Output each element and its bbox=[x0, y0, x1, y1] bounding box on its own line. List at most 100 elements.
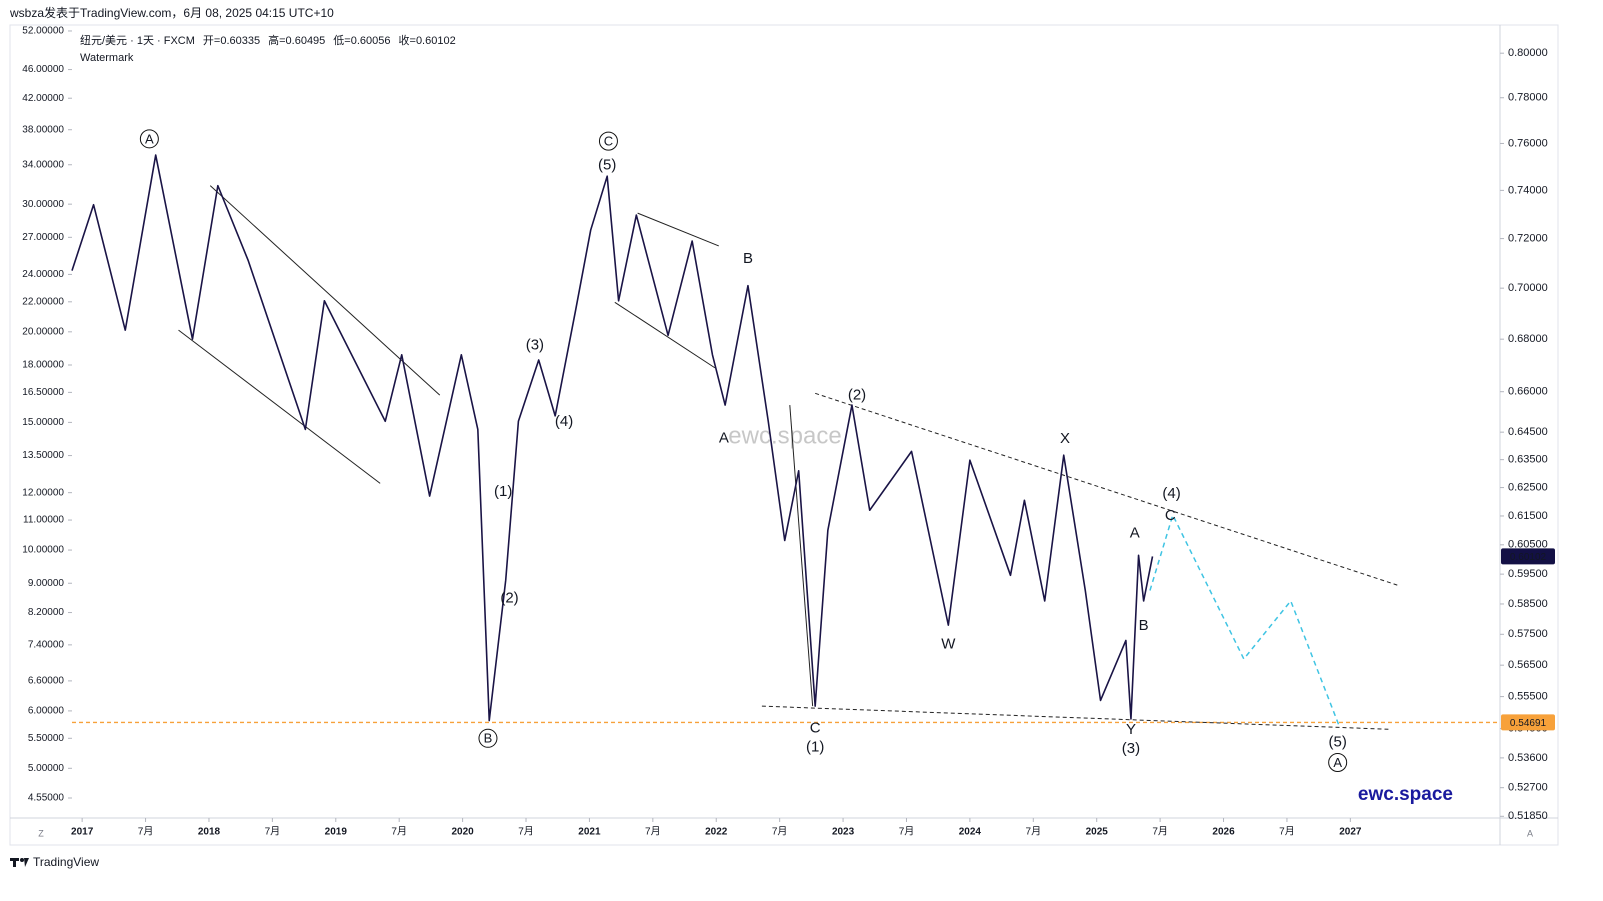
x-tick-label: 2026 bbox=[1212, 827, 1235, 838]
y-tick-label: 0.53600 bbox=[1508, 752, 1548, 764]
wave-label: (5) bbox=[1328, 734, 1346, 751]
trendline bbox=[178, 329, 381, 484]
legend: 纽元/美元 · 1天 · FXCM 开= 0.60335 高= 0.60495 低= 0.6… bbox=[80, 33, 456, 47]
x-tick-label: 2025 bbox=[1086, 827, 1109, 838]
wave-label: (1) bbox=[806, 738, 824, 755]
y2-tick-label: 18.00000 bbox=[22, 360, 64, 371]
wave-label: (1) bbox=[494, 483, 512, 500]
brand: ewc.space bbox=[1358, 784, 1453, 805]
wave-label: B bbox=[484, 731, 493, 746]
legend-ohlc-label: 低= bbox=[333, 34, 350, 47]
y-tick-label: 0.76000 bbox=[1508, 137, 1548, 149]
wave-label: Y bbox=[1126, 721, 1136, 738]
last-price-box bbox=[1501, 548, 1555, 565]
x-tick-label: 2019 bbox=[325, 827, 348, 838]
y-tick-label: 0.57500 bbox=[1508, 628, 1548, 640]
footer-logo bbox=[10, 858, 29, 867]
y2-tick-label: 24.00000 bbox=[22, 269, 64, 280]
wave-label: (4) bbox=[555, 413, 573, 430]
wave-label: W bbox=[941, 635, 956, 652]
wave-label: A bbox=[719, 430, 729, 447]
y2-tick-label: 7.40000 bbox=[28, 640, 65, 651]
trendline bbox=[614, 301, 716, 369]
y2-tick-label: 38.00000 bbox=[22, 124, 64, 135]
axis-button[interactable]: Z bbox=[38, 828, 44, 838]
x-tick-label: 7月 bbox=[1026, 826, 1042, 838]
x-tick-label: 7月 bbox=[1152, 826, 1168, 838]
level-price-label: 0.54691 bbox=[1510, 718, 1547, 729]
y2-tick-label: 20.00000 bbox=[22, 326, 64, 337]
wave-label: (3) bbox=[1122, 740, 1140, 757]
x-tick-label: 2017 bbox=[71, 827, 94, 838]
x-tick-label: 7月 bbox=[265, 826, 281, 838]
y2-tick-label: 6.60000 bbox=[28, 676, 65, 687]
y2-tick-label: 6.00000 bbox=[28, 706, 65, 717]
footer-brand: TradingView bbox=[33, 855, 99, 869]
y-tick-label: 0.80000 bbox=[1508, 47, 1548, 59]
y2-tick-label: 5.00000 bbox=[28, 763, 65, 774]
y2-tick-label: 46.00000 bbox=[22, 64, 64, 75]
y2-tick-label: 11.00000 bbox=[23, 515, 64, 526]
x-tick-label: 2021 bbox=[578, 827, 601, 838]
y2-tick-label: 30.00000 bbox=[22, 199, 64, 210]
x-tick-label: 7月 bbox=[518, 826, 534, 838]
y2-tick-label: 13.50000 bbox=[22, 450, 64, 461]
wave-label: B bbox=[743, 250, 753, 267]
y-tick-label: 0.62500 bbox=[1508, 481, 1548, 493]
trendline bbox=[789, 405, 814, 707]
wave-circle bbox=[139, 129, 159, 149]
legend-symbol: 纽元/美元 · 1天 · FXCM bbox=[80, 33, 195, 47]
y2-tick-label: 16.50000 bbox=[22, 387, 64, 398]
header-title: wsbza发表于TradingView.com，6月 08, 2025 04:1… bbox=[9, 5, 334, 20]
legend-ohlc-label: 收= bbox=[399, 33, 416, 47]
trendline bbox=[637, 212, 719, 247]
x-tick-label: 7月 bbox=[138, 826, 154, 838]
x-tick-label: 7月 bbox=[899, 826, 915, 838]
x-tick-label: 7月 bbox=[1279, 826, 1295, 838]
y-tick-label: 0.51850 bbox=[1508, 810, 1548, 822]
last-price-label: 0.60102 bbox=[1510, 552, 1547, 563]
y2-tick-label: 42.00000 bbox=[22, 93, 64, 104]
y-tick-label: 0.52700 bbox=[1508, 782, 1548, 794]
trendline bbox=[209, 185, 441, 396]
axis-button[interactable]: A bbox=[1527, 828, 1533, 838]
wave-label: C bbox=[604, 134, 613, 149]
legend-ohlc-value: 0.60495 bbox=[286, 35, 326, 47]
x-tick-label: 7月 bbox=[645, 826, 661, 838]
y2-tick-label: 22.00000 bbox=[22, 296, 64, 307]
legend-ohlc-label: 开= bbox=[203, 35, 220, 47]
legend-ohlc-value: 0.60056 bbox=[351, 35, 391, 47]
y2-tick-label: 4.55000 bbox=[28, 793, 65, 804]
wave-label: C bbox=[810, 719, 821, 736]
y-tick-label: 0.61500 bbox=[1508, 510, 1548, 522]
y2-tick-label: 12.00000 bbox=[22, 487, 64, 498]
y-tick-label: 0.78000 bbox=[1508, 92, 1548, 104]
level-price-box bbox=[1501, 714, 1555, 731]
y-tick-label: 0.59500 bbox=[1508, 568, 1548, 580]
wave-circle bbox=[598, 131, 618, 151]
x-tick-label: 2022 bbox=[705, 827, 728, 838]
y-tick-label: 0.58500 bbox=[1508, 598, 1548, 610]
wave-label: (5) bbox=[598, 156, 616, 173]
y-tick-label: 0.56500 bbox=[1508, 659, 1548, 671]
legend-note: Watermark bbox=[80, 52, 134, 64]
y2-tick-label: 52.00000 bbox=[22, 26, 64, 37]
y-tick-label: 0.66000 bbox=[1508, 386, 1548, 398]
price-line bbox=[71, 154, 1154, 722]
x-tick-label: 7月 bbox=[772, 826, 788, 838]
y2-tick-label: 27.00000 bbox=[22, 232, 64, 243]
y-tick-label: 0.72000 bbox=[1508, 233, 1548, 245]
y2-tick-label: 34.00000 bbox=[22, 159, 64, 170]
wave-label: C bbox=[1165, 507, 1176, 524]
y2-tick-label: 10.00000 bbox=[22, 545, 64, 556]
legend-ohlc-label: 高= bbox=[268, 33, 285, 47]
x-tick-label: 2018 bbox=[198, 827, 221, 838]
wave-label: X bbox=[1060, 430, 1070, 447]
wave-label: A bbox=[1130, 524, 1140, 541]
x-tick-label: 2027 bbox=[1339, 827, 1362, 838]
y2-tick-label: 9.00000 bbox=[28, 578, 65, 589]
y2-tick-label: 8.20000 bbox=[28, 607, 65, 618]
x-tick-label: 7月 bbox=[391, 826, 407, 838]
